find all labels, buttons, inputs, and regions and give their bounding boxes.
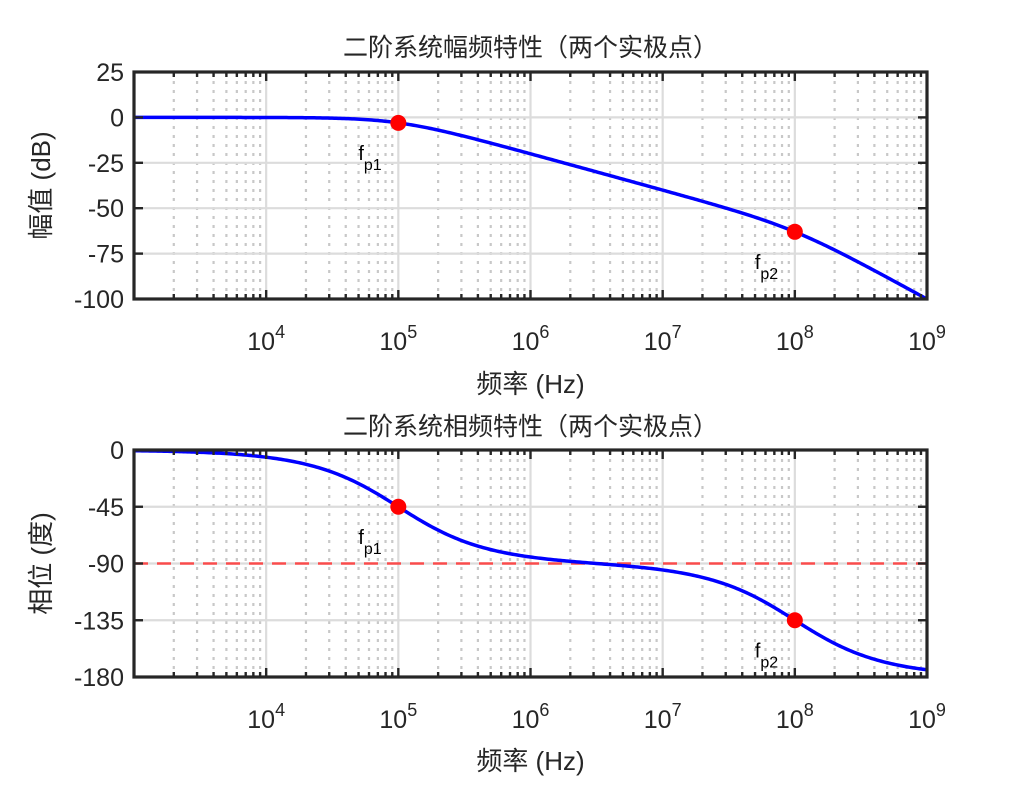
y-tick-label: -135 <box>74 607 124 635</box>
annotation-subscript: p2 <box>760 654 778 671</box>
x-tick-exponent: 7 <box>672 322 682 342</box>
ticks <box>134 448 927 679</box>
x-tick-base: 10 <box>247 706 275 734</box>
pole-annotation-p1: fp1 <box>358 527 381 558</box>
x-axis-label: 频率 (Hz) <box>476 369 584 399</box>
pole-annotation-p1: fp1 <box>358 143 381 174</box>
x-tick-label: 106 <box>512 322 550 356</box>
y-tick-label: 25 <box>96 59 124 87</box>
pole-marker-p1 <box>390 498 407 515</box>
chart-title: 二阶系统相频特性（两个实极点） <box>343 412 718 441</box>
annotation-symbol: f <box>755 252 761 274</box>
y-axis-label: 相位 (度) <box>26 512 56 615</box>
x-tick-label: 107 <box>644 700 682 734</box>
pole-marker-p2 <box>786 612 803 629</box>
ticks <box>134 70 927 301</box>
x-axis-label: 频率 (Hz) <box>476 746 584 776</box>
y-tick-label: -90 <box>88 551 124 579</box>
x-tick-exponent: 7 <box>672 700 682 720</box>
x-tick-base: 10 <box>908 706 936 734</box>
x-tick-base: 10 <box>379 328 407 356</box>
annotation-symbol: f <box>358 143 364 165</box>
pole-annotation-p2: fp2 <box>755 640 778 671</box>
x-tick-base: 10 <box>379 706 407 734</box>
annotation-symbol: f <box>358 527 364 549</box>
x-tick-base: 10 <box>644 706 672 734</box>
x-tick-exponent: 9 <box>936 322 946 342</box>
x-tick-label: 109 <box>908 322 946 356</box>
y-tick-label: -180 <box>74 664 124 692</box>
y-tick-label: -45 <box>88 494 124 522</box>
x-tick-label: 109 <box>908 700 946 734</box>
annotation-symbol: f <box>755 640 761 662</box>
y-axis-label: 幅值 (dB) <box>26 131 56 239</box>
x-tick-exponent: 6 <box>539 322 549 342</box>
x-tick-label: 104 <box>247 322 285 356</box>
pole-annotation-p2: fp2 <box>755 252 778 283</box>
chart-title: 二阶系统幅频特性（两个实极点） <box>343 33 718 62</box>
x-tick-exponent: 4 <box>275 700 285 720</box>
x-tick-exponent: 6 <box>539 700 549 720</box>
pole-marker-p2 <box>786 223 803 240</box>
annotation-subscript: p2 <box>760 266 778 283</box>
x-tick-label: 106 <box>512 700 550 734</box>
y-tick-label: 0 <box>110 104 124 132</box>
y-tick-label: -100 <box>74 286 124 314</box>
x-tick-exponent: 8 <box>804 700 814 720</box>
x-tick-exponent: 9 <box>936 700 946 720</box>
x-tick-base: 10 <box>247 328 275 356</box>
x-tick-exponent: 5 <box>407 700 417 720</box>
pole-marker-p1 <box>390 114 407 131</box>
x-tick-label: 104 <box>247 700 285 734</box>
y-tick-label: -50 <box>88 195 124 223</box>
x-tick-label: 105 <box>379 322 417 356</box>
x-tick-label: 108 <box>776 322 814 356</box>
y-tick-label: -25 <box>88 150 124 178</box>
y-tick-label: -75 <box>88 241 124 269</box>
x-tick-base: 10 <box>776 706 804 734</box>
x-tick-label: 105 <box>379 700 417 734</box>
annotation-subscript: p1 <box>364 541 382 558</box>
x-tick-exponent: 8 <box>804 322 814 342</box>
x-tick-label: 107 <box>644 322 682 356</box>
x-tick-label: 108 <box>776 700 814 734</box>
x-tick-base: 10 <box>776 328 804 356</box>
annotation-subscript: p1 <box>364 157 382 174</box>
x-tick-exponent: 4 <box>275 322 285 342</box>
x-tick-exponent: 5 <box>407 322 417 342</box>
x-tick-base: 10 <box>644 328 672 356</box>
x-tick-base: 10 <box>512 706 540 734</box>
grid <box>134 72 927 299</box>
y-tick-label: 0 <box>110 437 124 465</box>
x-tick-base: 10 <box>512 328 540 356</box>
x-tick-base: 10 <box>908 328 936 356</box>
